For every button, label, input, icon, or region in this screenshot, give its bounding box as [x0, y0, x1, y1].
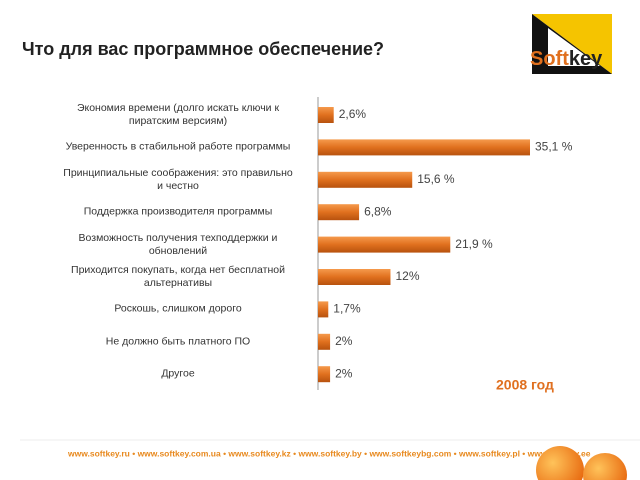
bar — [318, 236, 451, 253]
value-label: 15,6 % — [417, 172, 455, 186]
value-label: 35,1 % — [535, 140, 573, 154]
bar — [318, 139, 530, 156]
value-label: 12% — [395, 269, 419, 283]
bar — [318, 269, 391, 285]
annotation: 2008 год — [496, 377, 554, 393]
value-label: 2,6% — [339, 107, 367, 121]
bar — [318, 333, 331, 350]
bar — [318, 171, 413, 188]
value-label: 21,9 % — [455, 237, 493, 251]
bar — [318, 301, 329, 318]
category-label: Возможность получения техподдержки и обн… — [78, 231, 278, 257]
category-label: Принципиальные соображения: это правильн… — [63, 166, 293, 192]
value-label: 1,7% — [333, 302, 361, 316]
logo: Softkey — [530, 14, 612, 74]
bar — [318, 107, 334, 123]
logo-key: key — [569, 48, 603, 70]
value-label: 2% — [335, 366, 353, 380]
category-label: Не должно быть платного ПО — [105, 335, 251, 348]
logo-soft: Soft — [530, 48, 569, 70]
chart-title: Что для вас программное обеспечение? — [22, 39, 384, 59]
bar — [318, 204, 360, 221]
logo-text: Softkey — [530, 48, 603, 70]
category-label: Экономия времени (долго искать ключи к п… — [76, 102, 280, 127]
footer: www.softkey.ru • www.softkey.com.ua • ww… — [67, 448, 591, 458]
oranges — [536, 446, 627, 480]
category-label: Роскошь, слишком дорого — [114, 302, 242, 315]
category-label: Приходится покупать, когда нет бесплатно… — [71, 264, 285, 289]
value-label: 2% — [335, 334, 353, 348]
category-label: Поддержка производителя программы — [83, 205, 273, 218]
bar — [318, 366, 331, 383]
category-label: Уверенность в стабильной работе программ… — [65, 140, 291, 153]
category-label: Другое — [161, 367, 195, 380]
value-label: 6,8% — [364, 204, 392, 218]
